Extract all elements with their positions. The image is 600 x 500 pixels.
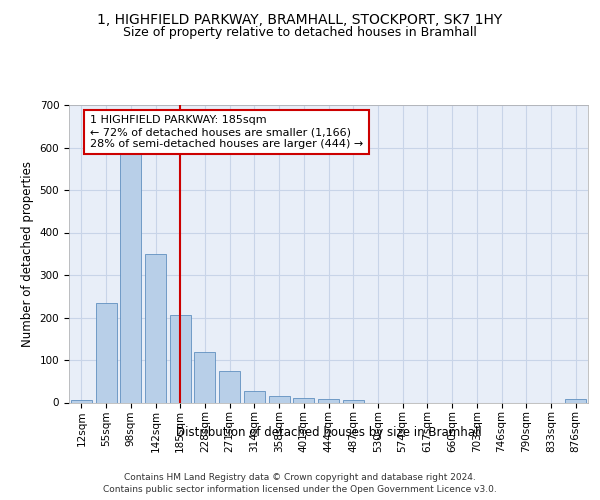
Text: 1, HIGHFIELD PARKWAY, BRAMHALL, STOCKPORT, SK7 1HY: 1, HIGHFIELD PARKWAY, BRAMHALL, STOCKPOR… bbox=[97, 12, 503, 26]
Text: Size of property relative to detached houses in Bramhall: Size of property relative to detached ho… bbox=[123, 26, 477, 39]
Bar bbox=[71, 400, 92, 402]
Bar bbox=[219, 372, 240, 402]
Bar bbox=[343, 400, 364, 402]
Y-axis label: Number of detached properties: Number of detached properties bbox=[21, 161, 34, 347]
Bar bbox=[194, 352, 215, 403]
Text: Contains HM Land Registry data © Crown copyright and database right 2024.
Contai: Contains HM Land Registry data © Crown c… bbox=[103, 472, 497, 494]
Bar bbox=[95, 302, 116, 402]
Bar bbox=[318, 399, 339, 402]
Bar bbox=[565, 399, 586, 402]
Bar bbox=[244, 392, 265, 402]
Text: 1 HIGHFIELD PARKWAY: 185sqm
← 72% of detached houses are smaller (1,166)
28% of : 1 HIGHFIELD PARKWAY: 185sqm ← 72% of det… bbox=[90, 116, 363, 148]
Bar bbox=[269, 396, 290, 402]
Bar bbox=[293, 398, 314, 402]
Bar bbox=[120, 152, 141, 403]
Text: Distribution of detached houses by size in Bramhall: Distribution of detached houses by size … bbox=[176, 426, 482, 439]
Bar bbox=[145, 254, 166, 402]
Bar bbox=[170, 316, 191, 402]
